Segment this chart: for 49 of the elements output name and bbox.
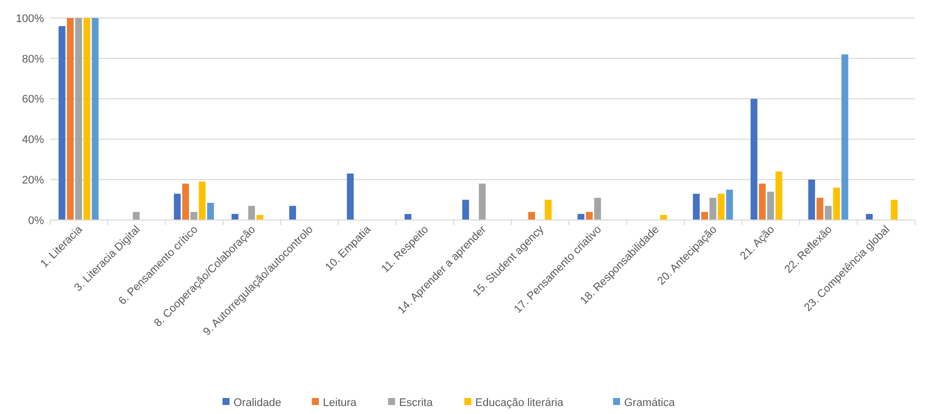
bar <box>289 206 296 220</box>
y-tick-label: 80% <box>22 53 44 66</box>
bar <box>232 214 238 220</box>
legend-label: Oralidade <box>234 396 282 409</box>
bar <box>174 194 181 220</box>
bar <box>660 214 667 220</box>
bar <box>198 182 206 220</box>
bar <box>833 188 840 220</box>
bar <box>528 212 536 220</box>
y-tick-label: 20% <box>22 174 44 186</box>
bar <box>692 194 700 220</box>
bar <box>841 54 848 220</box>
y-tick-label: 60% <box>22 94 44 106</box>
bar <box>544 200 552 220</box>
bar <box>256 214 264 220</box>
bar <box>758 184 766 220</box>
y-tick-label: 40% <box>22 134 44 146</box>
bar <box>58 26 66 220</box>
bar <box>207 202 214 220</box>
bar <box>750 98 758 220</box>
bar <box>710 198 716 220</box>
bar <box>92 18 99 220</box>
bar <box>404 214 412 220</box>
bar <box>190 212 198 220</box>
bar <box>182 184 190 220</box>
legend-label: Educação literária <box>475 396 564 409</box>
y-tick-label: 0% <box>28 214 44 227</box>
bar <box>726 190 733 220</box>
bar <box>701 212 708 220</box>
bar <box>824 206 832 220</box>
bar <box>890 200 898 220</box>
legend-label: Escrita <box>399 396 434 409</box>
bar <box>75 18 82 220</box>
bar <box>767 192 774 220</box>
bar <box>83 18 90 220</box>
bar <box>346 174 354 220</box>
bar <box>248 206 255 220</box>
legend-label: Gramática <box>624 396 676 409</box>
legend-label: Leitura <box>322 396 358 409</box>
bar <box>718 194 725 220</box>
bar <box>594 198 601 220</box>
bar <box>478 184 486 220</box>
bar <box>808 180 816 220</box>
bar <box>775 172 782 220</box>
y-tick-label: 100% <box>16 12 44 25</box>
bar <box>816 198 824 220</box>
bar <box>66 18 74 220</box>
bar <box>578 214 584 220</box>
bar <box>462 200 470 220</box>
